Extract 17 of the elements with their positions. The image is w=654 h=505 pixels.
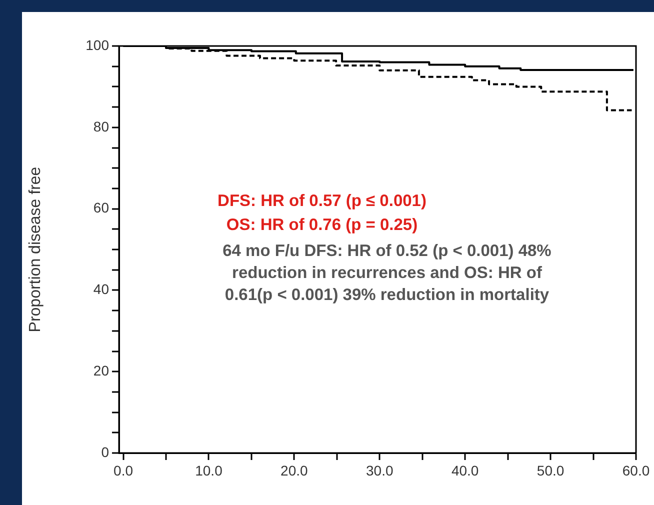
y-tick-label: 0 bbox=[101, 444, 110, 460]
x-tick-label: 50.0 bbox=[536, 462, 564, 478]
x-tick-label: 30.0 bbox=[366, 462, 394, 478]
x-tick-label: 40.0 bbox=[451, 462, 479, 478]
y-tick-label: 100 bbox=[86, 36, 110, 53]
annotation: OS: HR of 0.76 (p = 0.25) bbox=[225, 215, 419, 236]
x-tick-label: 60.0 bbox=[622, 462, 650, 478]
y-tick-label: 80 bbox=[93, 118, 110, 134]
y-tick-label: 20 bbox=[93, 362, 110, 378]
y-tick-label: 40 bbox=[93, 281, 110, 298]
annotation: 64 mo F/u DFS: HR of 0.52 (p < 0.001) 48% reduction in recurrences and OS: HR of 0.61(p < 0.001) 39% reduction in mortality bbox=[222, 241, 552, 306]
y-axis-title: Proportion disease free bbox=[27, 166, 44, 332]
x-tick-label: 20.0 bbox=[280, 462, 308, 478]
annotation: DFS: HR of 0.57 (p ≤ 0.001) bbox=[216, 191, 428, 212]
y-tick-label: 60 bbox=[93, 200, 110, 216]
x-tick-label: 0.0 bbox=[114, 462, 134, 478]
x-tick-label: 10.0 bbox=[195, 462, 223, 478]
